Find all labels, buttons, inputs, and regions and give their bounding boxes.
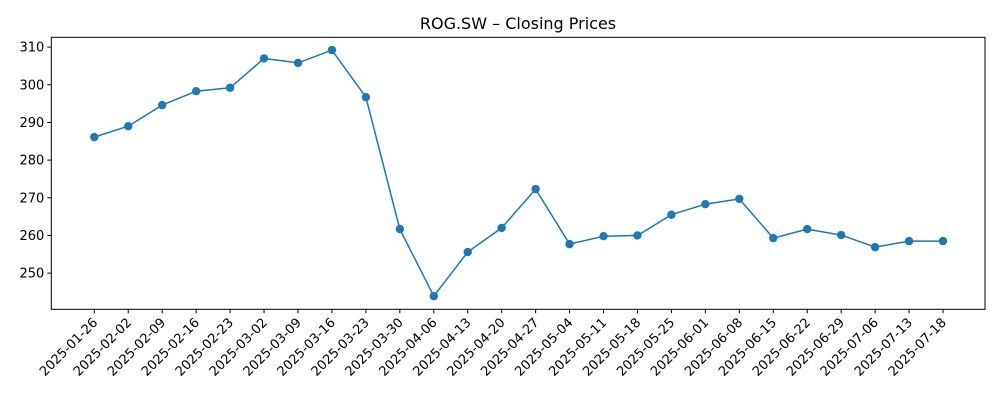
data-point — [803, 224, 812, 234]
data-point — [225, 83, 235, 92]
series-line — [94, 49, 943, 298]
data-point — [191, 86, 201, 96]
y-tick-label: 300 — [19, 78, 44, 93]
data-point — [293, 58, 303, 68]
data-point — [361, 93, 371, 102]
y-tick-label: 280 — [19, 154, 44, 169]
data-point — [633, 231, 642, 240]
data-point — [124, 122, 133, 131]
y-tick-label: 290 — [19, 116, 44, 131]
data-point — [904, 236, 914, 246]
data-point — [599, 232, 608, 241]
data-point — [701, 199, 710, 209]
data-point — [531, 184, 540, 194]
data-point — [395, 224, 405, 234]
data-point — [157, 100, 167, 110]
data-point — [836, 230, 846, 240]
data-point — [429, 291, 438, 301]
y-tick-label: 250 — [19, 267, 44, 282]
data-point — [565, 239, 574, 249]
data-point — [90, 132, 99, 142]
y-tick-label: 260 — [19, 229, 44, 244]
data-point — [769, 233, 778, 243]
data-point — [870, 242, 880, 252]
data-point — [938, 236, 948, 246]
data-point — [259, 54, 269, 63]
data-point — [667, 210, 676, 219]
chart-title: ROG.SW – Closing Prices — [420, 14, 616, 33]
data-point — [463, 247, 472, 257]
data-point — [735, 194, 744, 204]
data-point — [497, 223, 506, 233]
data-point — [327, 45, 337, 55]
y-tick-label: 310 — [19, 41, 44, 56]
y-tick-label: 270 — [19, 191, 44, 206]
axes-frame — [50, 36, 986, 310]
